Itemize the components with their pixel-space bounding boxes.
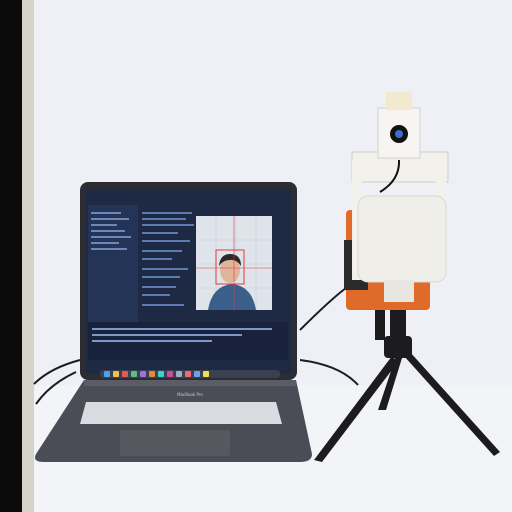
keyboard (80, 402, 282, 424)
laptop-brand-label: MacBook Pro (177, 392, 203, 397)
camera-lens-glass (395, 130, 403, 138)
left-edge (0, 0, 22, 512)
camera-base (384, 280, 414, 302)
tripod-knob (375, 308, 385, 340)
trackpad (120, 430, 230, 456)
camera-mount-top (386, 92, 412, 110)
ide-sidebar (88, 205, 138, 325)
camera-housing (358, 196, 446, 282)
left-edge-light (22, 0, 34, 512)
hinge (84, 380, 296, 386)
